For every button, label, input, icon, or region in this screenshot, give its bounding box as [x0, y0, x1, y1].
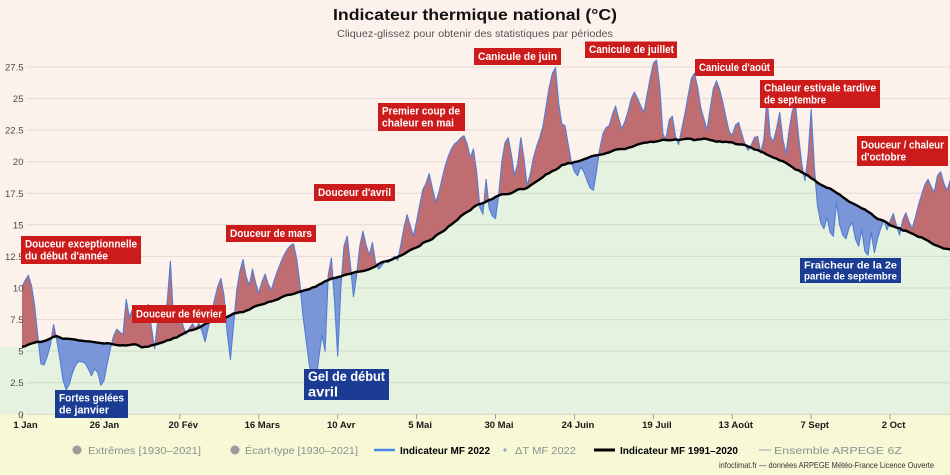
svg-text:25: 25: [13, 94, 24, 105]
svg-text:0: 0: [18, 410, 23, 421]
svg-text:Canicule de juillet: Canicule de juillet: [589, 44, 674, 56]
svg-text:chaleur en mai: chaleur en mai: [382, 118, 454, 130]
svg-text:Indicateur MF 1991–2020: Indicateur MF 1991–2020: [620, 445, 738, 457]
svg-text:15: 15: [13, 220, 24, 231]
svg-text:30 Mai: 30 Mai: [484, 420, 513, 431]
svg-text:Ensemble ARPEGE 6Z: Ensemble ARPEGE 6Z: [774, 445, 903, 457]
svg-text:Douceur de mars: Douceur de mars: [230, 228, 312, 240]
svg-text:7.5: 7.5: [10, 315, 23, 326]
svg-text:partie de septembre: partie de septembre: [804, 271, 897, 283]
svg-text:de janvier: de janvier: [59, 405, 110, 417]
svg-text:Douceur d'avril: Douceur d'avril: [318, 187, 391, 199]
svg-text:1 Jan: 1 Jan: [13, 420, 37, 431]
svg-text:16 Mars: 16 Mars: [245, 420, 280, 431]
svg-text:Canicule de juin: Canicule de juin: [478, 51, 557, 63]
svg-text:Fraîcheur de la 2e: Fraîcheur de la 2e: [804, 259, 897, 271]
svg-text:20 Fév: 20 Fév: [169, 420, 199, 431]
svg-text:Canicule d'août: Canicule d'août: [699, 62, 770, 74]
svg-text:Fortes gelées: Fortes gelées: [59, 392, 124, 404]
svg-text:Douceur exceptionnelle: Douceur exceptionnelle: [25, 238, 137, 250]
svg-text:Gel de début: Gel de début: [308, 369, 385, 384]
svg-text:10: 10: [13, 284, 24, 295]
svg-text:Premier coup de: Premier coup de: [382, 105, 460, 117]
svg-text:Cliquez-glissez pour obtenir d: Cliquez-glissez pour obtenir des statist…: [337, 28, 613, 40]
svg-text:17.5: 17.5: [5, 189, 24, 200]
svg-text:7 Sept: 7 Sept: [800, 420, 829, 431]
svg-text:Douceur / chaleur: Douceur / chaleur: [861, 139, 945, 151]
svg-text:5 Mai: 5 Mai: [408, 420, 432, 431]
svg-text:ΔT MF 2022: ΔT MF 2022: [515, 445, 576, 457]
svg-text:Extrêmes [1930–2021]: Extrêmes [1930–2021]: [88, 445, 201, 457]
svg-text:20: 20: [13, 157, 24, 168]
svg-text:du début d'année: du début d'année: [25, 251, 108, 263]
svg-text:12.5: 12.5: [5, 252, 24, 263]
svg-text:26 Jan: 26 Jan: [90, 420, 120, 431]
svg-text:13 Août: 13 Août: [719, 420, 754, 431]
svg-text:de septembre: de septembre: [764, 95, 826, 107]
svg-text:5: 5: [18, 347, 23, 358]
svg-text:Douceur de février: Douceur de février: [136, 309, 223, 321]
svg-text:Chaleur estivale tardive: Chaleur estivale tardive: [764, 82, 876, 94]
svg-text:19 Juil: 19 Juil: [642, 420, 672, 431]
svg-text:Écart-type [1930–2021]: Écart-type [1930–2021]: [245, 444, 358, 457]
svg-text:10 Avr: 10 Avr: [327, 420, 356, 431]
svg-text:2.5: 2.5: [10, 378, 23, 389]
svg-text:Indicateur thermique national: Indicateur thermique national (°C): [333, 7, 617, 24]
svg-text:d'octobre: d'octobre: [861, 152, 906, 164]
svg-text:24 Juin: 24 Juin: [562, 420, 595, 431]
svg-text:22.5: 22.5: [5, 126, 24, 137]
svg-text:2 Oct: 2 Oct: [882, 420, 907, 431]
svg-text:Indicateur MF 2022: Indicateur MF 2022: [400, 445, 490, 457]
svg-text:avril: avril: [308, 384, 338, 399]
svg-text:infoclimat.fr — données ARPEGE: infoclimat.fr — données ARPEGE Météo-Fra…: [719, 460, 934, 470]
svg-text:27.5: 27.5: [5, 63, 24, 74]
